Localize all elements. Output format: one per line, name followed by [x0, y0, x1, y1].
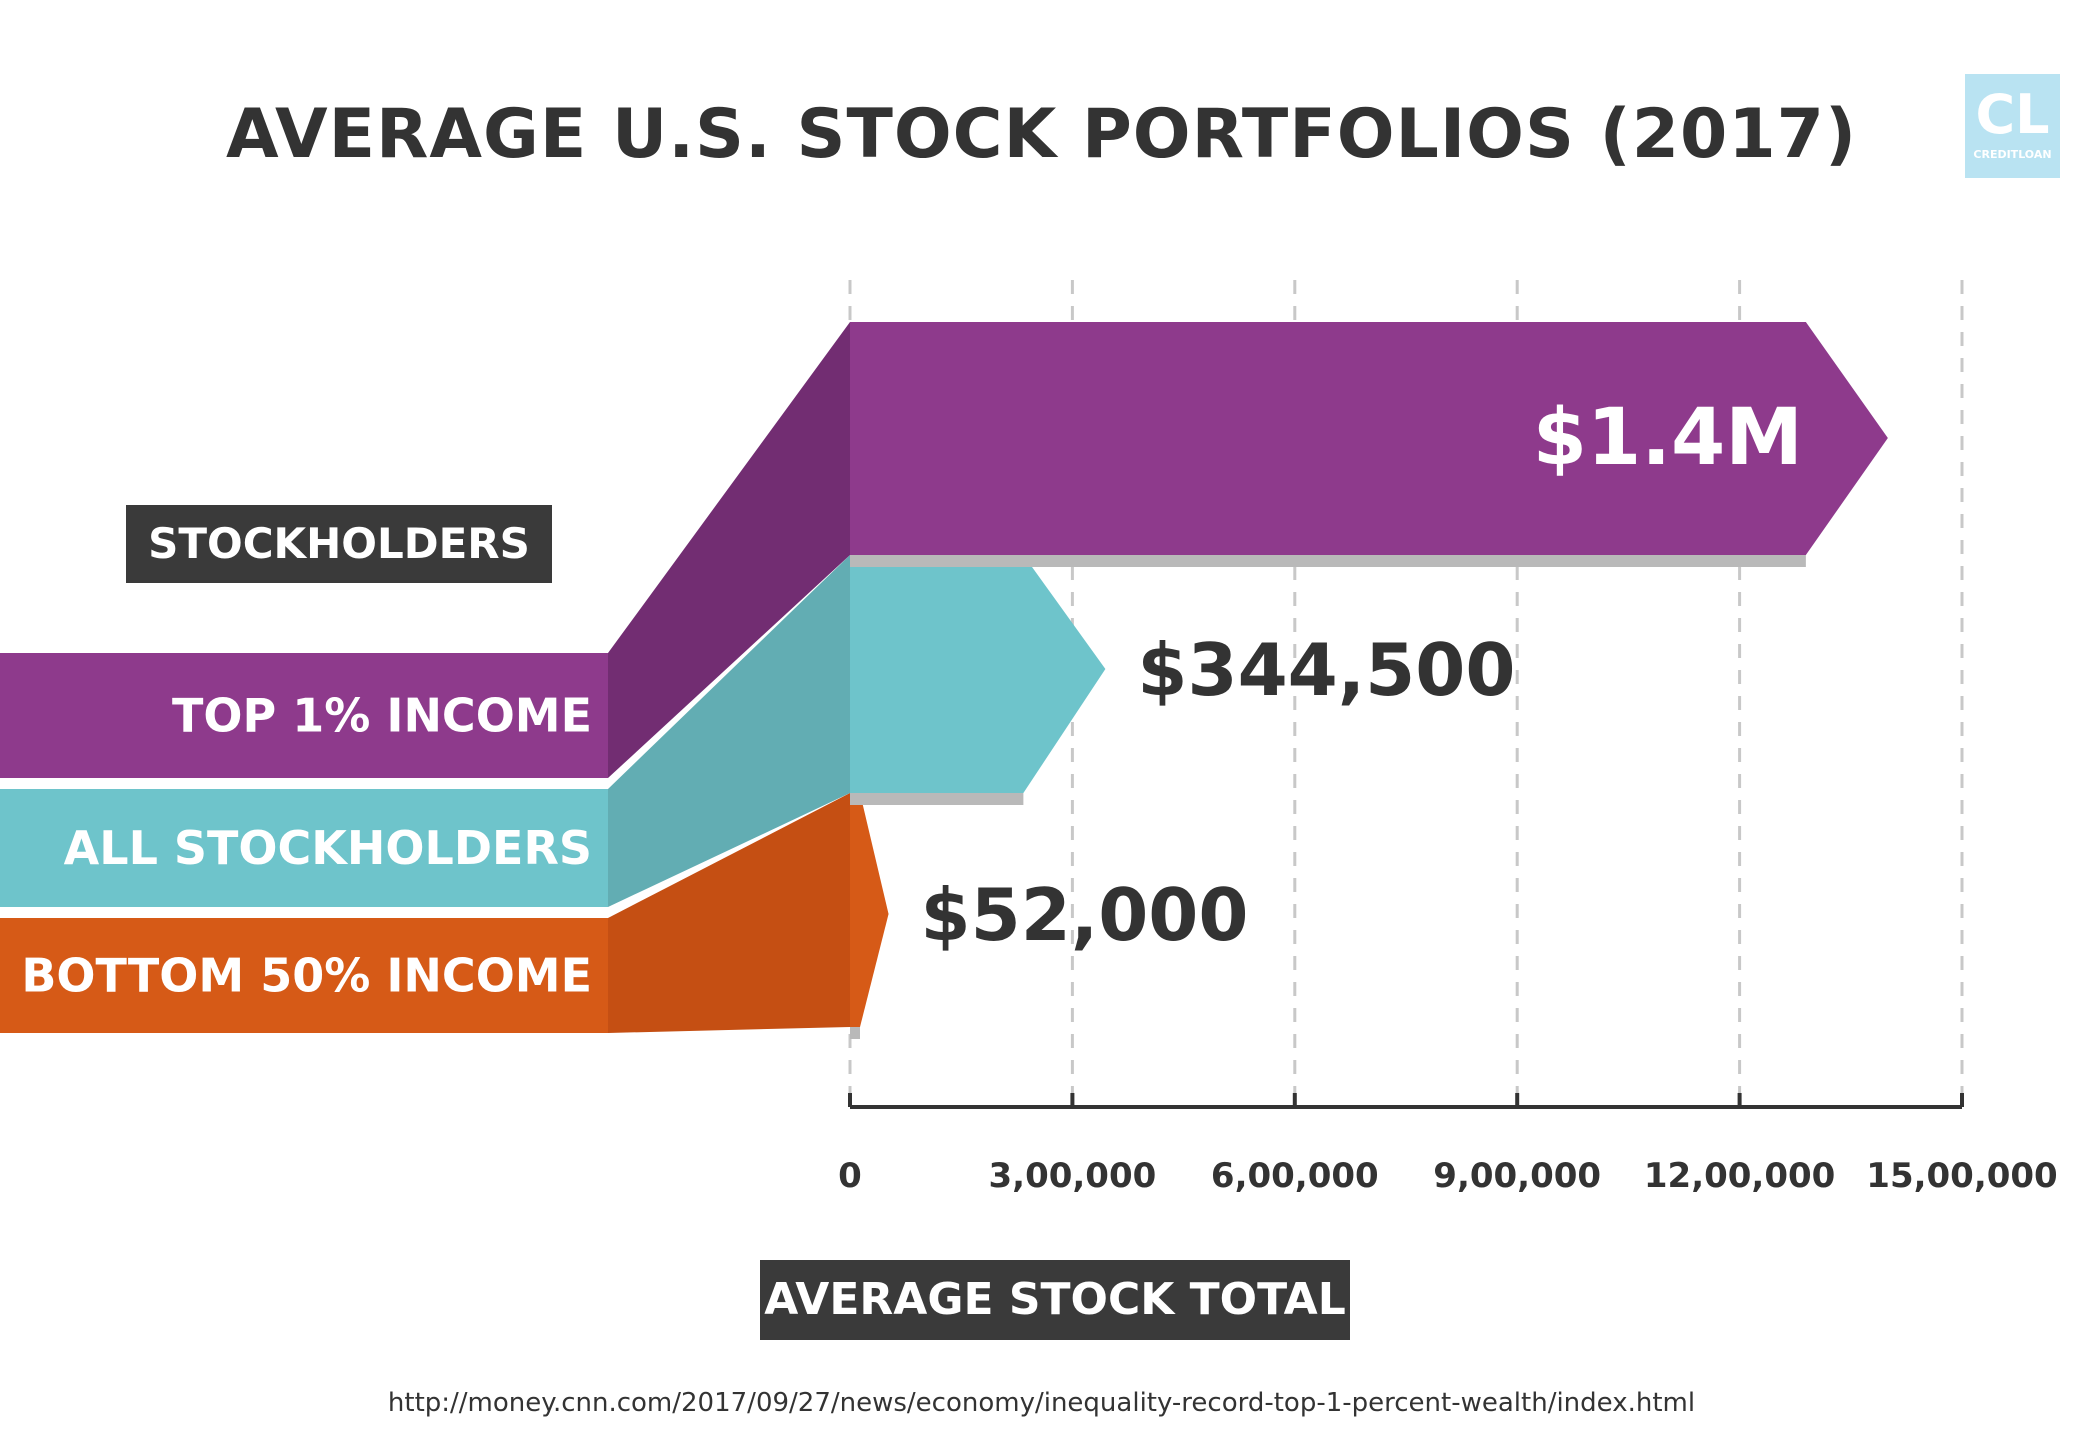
- series-label-2: BOTTOM 50% INCOME: [21, 949, 592, 1003]
- source-url: http://money.cnn.com/2017/09/27/news/eco…: [387, 1388, 1696, 1418]
- chart-title: AVERAGE U.S. STOCK PORTFOLIOS (2017): [225, 95, 1858, 174]
- x-tick-label-3: 9,00,000: [1433, 1156, 1601, 1196]
- x-axis-label: AVERAGE STOCK TOTAL: [760, 1260, 1350, 1340]
- bar-shadow-1: [850, 793, 1024, 805]
- row-band-0: [0, 653, 608, 778]
- creditloan-logo: CL CREDITLOAN: [1965, 74, 2060, 178]
- bar-2: [850, 793, 889, 1027]
- logo-initials: CL: [1975, 83, 2050, 146]
- bar-0: [850, 322, 1888, 555]
- bar-1: [850, 555, 1106, 793]
- series-label-0: TOP 1% INCOME: [172, 689, 592, 743]
- x-tick-label-1: 3,00,000: [989, 1156, 1157, 1196]
- bar-shadow-2: [850, 1027, 860, 1039]
- series-label-1: ALL STOCKHOLDERS: [64, 821, 592, 875]
- connector-1: [608, 555, 850, 907]
- connector-0: [608, 322, 850, 778]
- row-band-1: [0, 789, 608, 907]
- legend-title: STOCKHOLDERS: [126, 505, 552, 583]
- logo-name: CREDITLOAN: [1973, 148, 2052, 161]
- connector-2: [608, 793, 850, 1033]
- data-label-1: $344,500: [1137, 628, 1515, 712]
- bar-shadow-0: [850, 555, 1806, 567]
- data-label-2: $52,000: [921, 873, 1249, 957]
- x-tick-label-2: 6,00,000: [1211, 1156, 1379, 1196]
- x-tick-label-5: 15,00,000: [1866, 1156, 2057, 1196]
- x-tick-label-0: 0: [838, 1156, 862, 1196]
- row-band-2: [0, 918, 608, 1033]
- data-label-0: $1.4M: [1533, 393, 1803, 483]
- x-tick-label-4: 12,00,000: [1644, 1156, 1835, 1196]
